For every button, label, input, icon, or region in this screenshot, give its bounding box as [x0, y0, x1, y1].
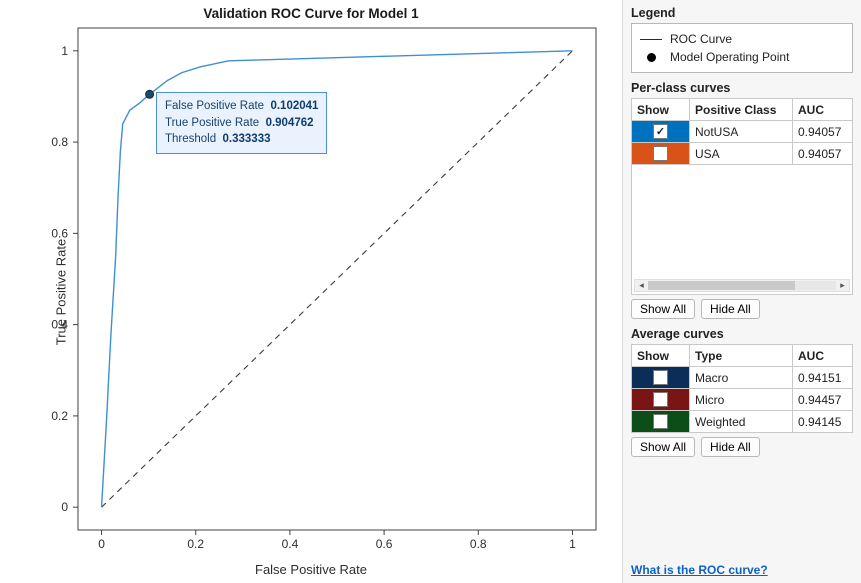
- pc-class: USA: [690, 143, 793, 165]
- av-col-auc: AUC: [793, 345, 853, 367]
- chart-panel: Validation ROC Curve for Model 1 00.20.4…: [0, 0, 622, 583]
- av-col-type: Type: [690, 345, 793, 367]
- per-class-hscroll[interactable]: ◂ ▸: [634, 279, 850, 292]
- show-checkbox[interactable]: [653, 392, 668, 407]
- av-col-show: Show: [632, 345, 690, 367]
- table-row: Micro0.94457: [632, 389, 853, 411]
- chevron-right-icon[interactable]: ▸: [836, 280, 849, 291]
- average-tbody: Macro0.94151Micro0.94457Weighted0.94145: [632, 367, 853, 433]
- datatip-thr-label: Threshold: [165, 133, 216, 145]
- pc-hide-all-button[interactable]: Hide All: [701, 299, 760, 319]
- av-auc: 0.94457: [793, 389, 853, 411]
- svg-text:0.6: 0.6: [376, 537, 393, 551]
- per-class-table: Show Positive Class AUC ✓ NotUSA0.94057US…: [631, 98, 853, 165]
- datatip-fpr-label: False Positive Rate: [165, 100, 264, 112]
- side-panel: Legend ROC Curve Model Operating Point P…: [622, 0, 861, 583]
- show-checkbox[interactable]: [653, 370, 668, 385]
- per-class-title: Per-class curves: [631, 81, 853, 95]
- pc-col-show: Show: [632, 99, 690, 121]
- svg-text:1: 1: [569, 537, 576, 551]
- show-checkbox[interactable]: [653, 414, 668, 429]
- legend-dot-icon: [640, 53, 662, 62]
- roc-plot: 00.20.40.60.8100.20.40.60.81: [0, 0, 622, 583]
- y-axis-label: True Positive Rate: [54, 238, 69, 344]
- svg-text:1: 1: [61, 44, 68, 58]
- pc-class: NotUSA: [690, 121, 793, 143]
- svg-text:0: 0: [61, 500, 68, 514]
- av-type: Macro: [690, 367, 793, 389]
- av-auc: 0.94151: [793, 367, 853, 389]
- svg-text:0.4: 0.4: [282, 537, 299, 551]
- av-auc: 0.94145: [793, 411, 853, 433]
- show-checkbox[interactable]: ✓: [653, 124, 668, 139]
- legend-row-op: Model Operating Point: [640, 48, 844, 66]
- per-class-empty-region: ◂ ▸: [631, 165, 853, 295]
- average-table: Show Type AUC Macro0.94151Micro0.94457We…: [631, 344, 853, 433]
- table-row: Weighted0.94145: [632, 411, 853, 433]
- average-section: Average curves Show Type AUC Macro0.9415…: [631, 327, 853, 457]
- table-row: USA0.94057: [632, 143, 853, 165]
- pc-col-class: Positive Class: [690, 99, 793, 121]
- x-axis-label: False Positive Rate: [0, 562, 622, 577]
- datatip-tpr-label: True Positive Rate: [165, 117, 259, 129]
- pc-col-auc: AUC: [793, 99, 853, 121]
- legend-section: Legend ROC Curve Model Operating Point: [631, 6, 853, 73]
- av-type: Weighted: [690, 411, 793, 433]
- legend-title: Legend: [631, 6, 853, 20]
- datatip: False Positive Rate 0.102041 True Positi…: [156, 92, 327, 154]
- table-row: Macro0.94151: [632, 367, 853, 389]
- av-hide-all-button[interactable]: Hide All: [701, 437, 760, 457]
- datatip-tpr-value: 0.904762: [266, 117, 314, 129]
- av-show-all-button[interactable]: Show All: [631, 437, 695, 457]
- av-type: Micro: [690, 389, 793, 411]
- table-row: ✓ NotUSA0.94057: [632, 121, 853, 143]
- per-class-tbody: ✓ NotUSA0.94057USA0.94057: [632, 121, 853, 165]
- legend-line-icon: [640, 39, 662, 40]
- help-link[interactable]: What is the ROC curve?: [631, 563, 853, 577]
- chevron-left-icon[interactable]: ◂: [635, 280, 648, 291]
- datatip-thr-value: 0.333333: [223, 133, 271, 145]
- datatip-fpr-value: 0.102041: [270, 100, 318, 112]
- legend-row-roc: ROC Curve: [640, 30, 844, 48]
- per-class-section: Per-class curves Show Positive Class AUC…: [631, 81, 853, 319]
- show-checkbox[interactable]: [653, 146, 668, 161]
- pc-show-all-button[interactable]: Show All: [631, 299, 695, 319]
- pc-auc: 0.94057: [793, 121, 853, 143]
- svg-text:0: 0: [98, 537, 105, 551]
- pc-auc: 0.94057: [793, 143, 853, 165]
- legend-label-op: Model Operating Point: [670, 50, 789, 64]
- legend-label-roc: ROC Curve: [670, 32, 732, 46]
- svg-text:0.2: 0.2: [51, 409, 68, 423]
- svg-text:0.8: 0.8: [51, 135, 68, 149]
- average-title: Average curves: [631, 327, 853, 341]
- legend-box: ROC Curve Model Operating Point: [631, 23, 853, 73]
- svg-text:0.2: 0.2: [187, 537, 204, 551]
- svg-text:0.8: 0.8: [470, 537, 487, 551]
